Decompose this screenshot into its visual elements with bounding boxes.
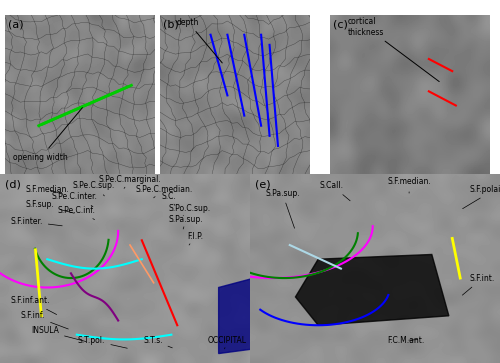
Text: S.Pe.C.sup.: S.Pe.C.sup. [73, 181, 115, 196]
Text: (d): (d) [5, 180, 21, 190]
Text: S.F.int.: S.F.int. [462, 274, 495, 295]
Text: (c): (c) [333, 19, 348, 29]
Text: S.Pe.C.median.: S.Pe.C.median. [135, 185, 192, 198]
Text: S.F.polaire.tr.: S.F.polaire.tr. [462, 185, 500, 209]
Text: F.C.M.ant.: F.C.M.ant. [388, 336, 425, 345]
Text: (e): (e) [255, 180, 270, 190]
Text: INSULA: INSULA [31, 326, 86, 342]
Text: S.Pe.C.inf.: S.Pe.C.inf. [57, 205, 95, 220]
Text: (b): (b) [163, 19, 179, 29]
Text: OCCIPITAL: OCCIPITAL [208, 336, 247, 349]
Text: S.Pe.C.marginal.: S.Pe.C.marginal. [99, 175, 162, 188]
Text: S.F.inf.ant.: S.F.inf.ant. [10, 296, 56, 314]
Polygon shape [218, 278, 254, 354]
Text: S.T.pol.: S.T.pol. [78, 336, 128, 348]
Text: S.Call.: S.Call. [320, 181, 350, 201]
Text: cortical
thickness: cortical thickness [348, 17, 439, 82]
Text: S.Pe.C.inter.: S.Pe.C.inter. [52, 192, 98, 206]
Text: S.F.median.: S.F.median. [26, 185, 70, 194]
Text: depth: depth [177, 18, 222, 63]
Text: S.F.inter.: S.F.inter. [10, 217, 62, 226]
Text: S.T.s.: S.T.s. [143, 336, 172, 348]
Text: S.Pa.sup.: S.Pa.sup. [265, 189, 300, 228]
Text: S.F.sup.: S.F.sup. [26, 200, 74, 213]
Text: opening width: opening width [14, 108, 82, 162]
Text: S.Po.C.sup.: S.Po.C.sup. [169, 204, 211, 216]
Text: S.F.inf.: S.F.inf. [21, 311, 68, 329]
Text: S.F.median.: S.F.median. [388, 177, 431, 193]
Polygon shape [296, 254, 449, 325]
Text: S.Pa.sup.: S.Pa.sup. [169, 215, 203, 229]
Text: S.C.: S.C. [161, 192, 176, 205]
Text: (a): (a) [8, 19, 24, 29]
Text: F.I.P.: F.I.P. [187, 232, 203, 245]
